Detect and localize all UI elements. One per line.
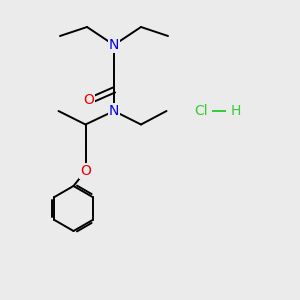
Text: N: N: [109, 38, 119, 52]
Text: N: N: [109, 104, 119, 118]
Text: Cl: Cl: [194, 104, 208, 118]
Text: O: O: [83, 94, 94, 107]
Text: O: O: [80, 164, 91, 178]
Text: H: H: [230, 104, 241, 118]
